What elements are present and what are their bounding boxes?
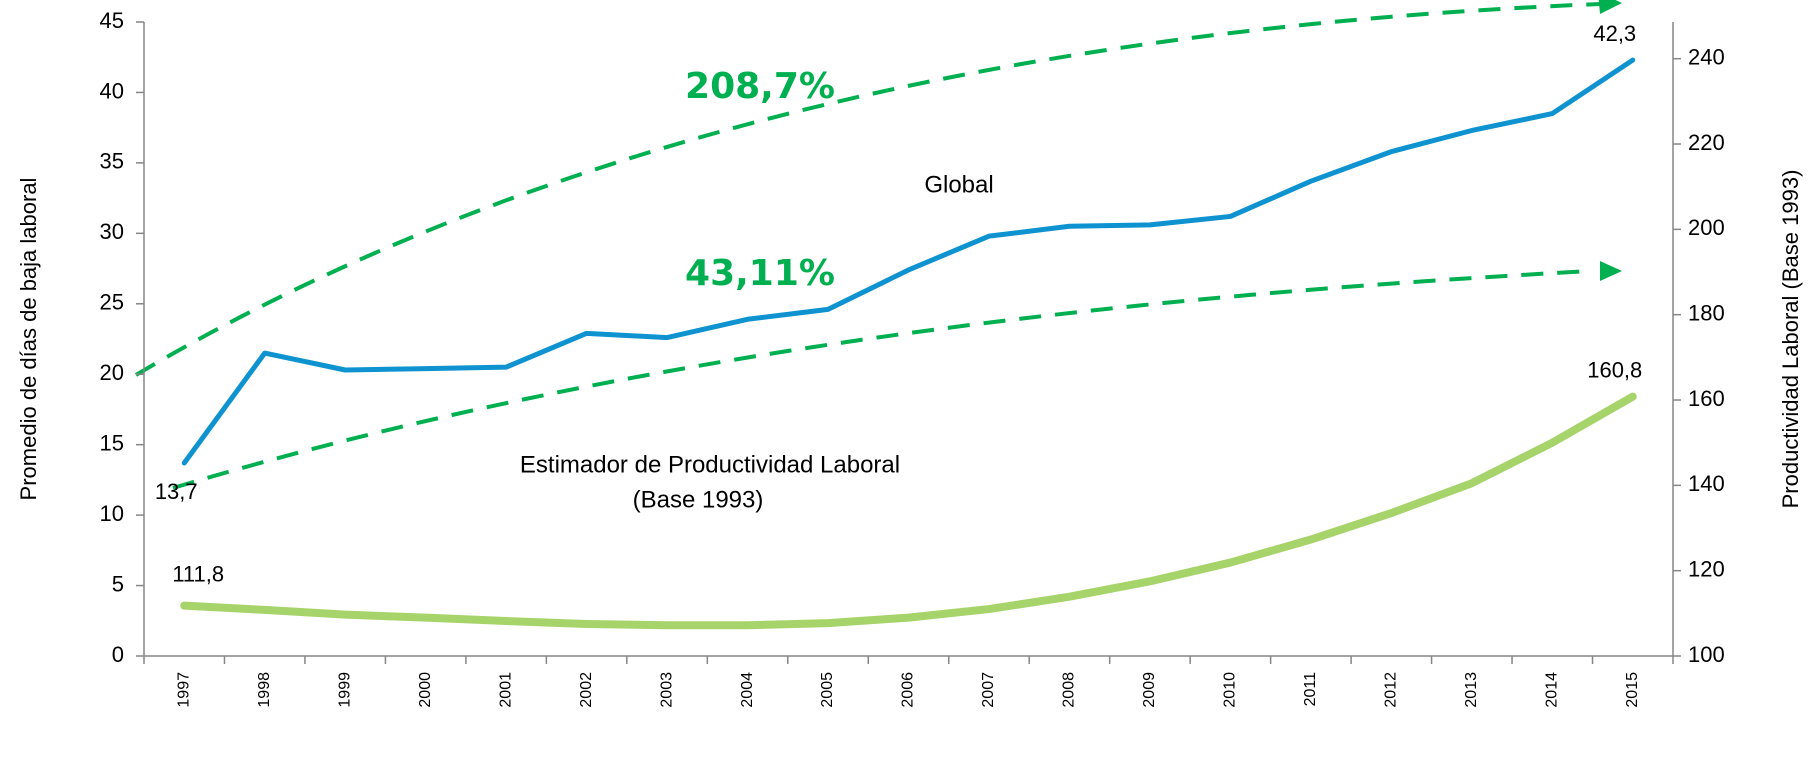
x-tick-label: 2003	[658, 672, 675, 708]
x-tick-label: 2014	[1544, 672, 1561, 708]
x-tick-label: 2015	[1624, 672, 1641, 708]
x-tick-label: 1998	[256, 672, 273, 708]
y-tick-label: 20	[100, 360, 124, 385]
annotation: Global	[924, 171, 993, 198]
x-tick-label: 2008	[1061, 672, 1078, 708]
y-axis-title: Promedio de días de baja laboral	[16, 178, 41, 501]
y2-axis-title: Productividad Laboral (Base 1993)	[1778, 170, 1803, 509]
x-tick-label: 2007	[980, 672, 997, 708]
x-tick-label: 1997	[175, 672, 192, 708]
annotation: 208,7%	[685, 66, 835, 107]
y2-tick-label: 160	[1688, 386, 1725, 411]
y2-tick-label: 120	[1688, 556, 1725, 581]
arrow-head	[1598, 0, 1622, 14]
series-line	[180, 392, 1637, 630]
x-tick-label: 2013	[1463, 672, 1480, 708]
data-label: 13,7	[155, 479, 198, 504]
y2-tick-label: 220	[1688, 130, 1725, 155]
growth-arrows	[134, 2, 1601, 490]
y2-tick-label: 200	[1688, 215, 1725, 240]
data-label: 160,8	[1587, 357, 1642, 382]
x-tick-label: 2001	[497, 672, 514, 708]
y2-tick-label: 140	[1688, 471, 1725, 496]
y2-tick-label: 100	[1688, 642, 1725, 667]
y-tick-label: 10	[100, 501, 124, 526]
y-tick-label: 35	[100, 149, 124, 174]
y-tick-label: 25	[100, 290, 124, 315]
arrow-head	[1600, 261, 1622, 281]
x-tick-label: 2000	[417, 672, 434, 708]
data-label: 111,8	[172, 561, 224, 586]
y-tick-label: 40	[100, 78, 124, 103]
upper-trend-arrow	[134, 2, 1601, 377]
y-tick-label: 30	[100, 219, 124, 244]
x-tick-label: 2004	[739, 672, 756, 708]
annotation: 43,11%	[685, 253, 835, 294]
x-tick-label: 2006	[900, 672, 917, 708]
y-tick-label: 45	[100, 8, 124, 33]
x-tick-label: 1999	[336, 672, 353, 708]
data-label: 42,3	[1593, 21, 1636, 46]
annotation: Estimador de Productividad Laboral	[520, 451, 900, 478]
x-tick-label: 2005	[819, 672, 836, 708]
y2-tick-label: 180	[1688, 300, 1725, 325]
x-tick-label: 2002	[578, 672, 595, 708]
lower-trend-arrow	[172, 269, 1591, 490]
x-tick-label: 2011	[1302, 672, 1319, 707]
y-tick-label: 5	[112, 571, 124, 596]
annotation: (Base 1993)	[633, 486, 764, 513]
y2-tick-label: 240	[1688, 45, 1725, 70]
y-tick-label: 15	[100, 430, 124, 455]
y-tick-label: 0	[112, 642, 124, 667]
x-tick-label: 2010	[1222, 672, 1239, 708]
x-tick-label: 2012	[1383, 672, 1400, 708]
x-tick-label: 2009	[1141, 672, 1158, 708]
series-line	[181, 57, 1636, 466]
